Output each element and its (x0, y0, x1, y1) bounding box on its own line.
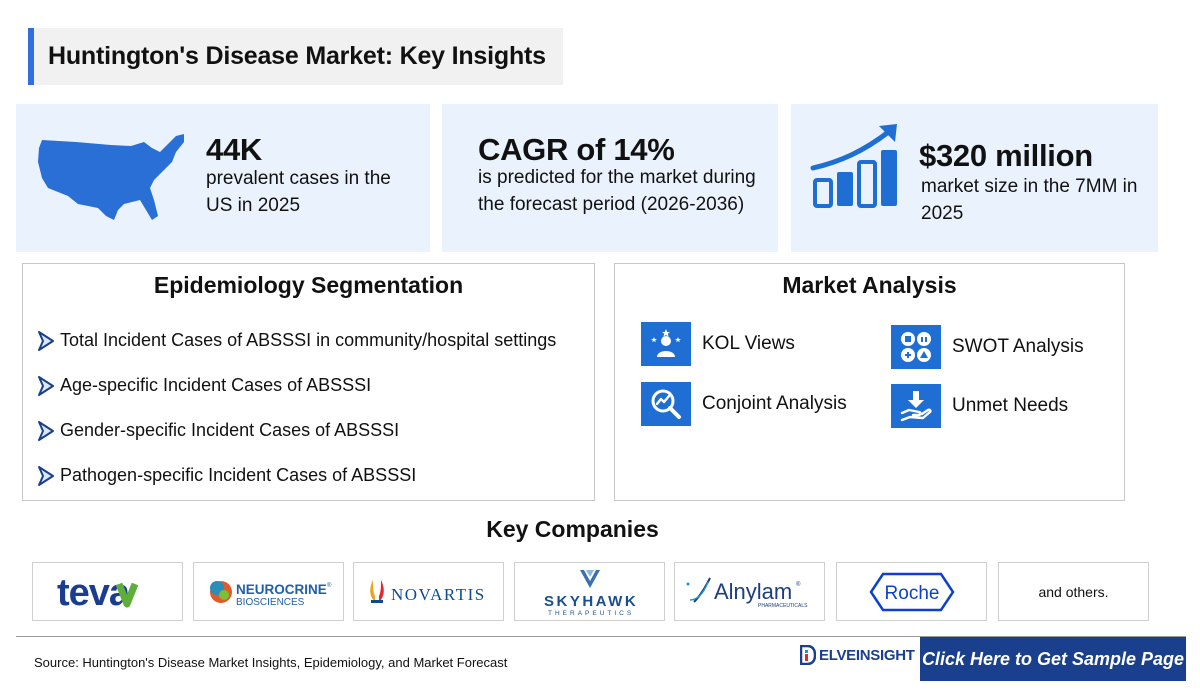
epidemiology-panel: Epidemiology Segmentation Total Incident… (22, 263, 595, 501)
stat-card-prevalent-cases: 44K prevalent cases in the US in 2025 (16, 104, 430, 252)
footer-divider (16, 636, 1186, 637)
chevron-right-icon (38, 465, 54, 486)
us-map-icon (38, 134, 184, 220)
market-analysis-swot: SWOT Analysis (891, 325, 1084, 369)
market-size-value: $320 million (919, 138, 1093, 173)
alnylam-logo: Alnylam ® PHARMACEUTICALS (686, 577, 808, 609)
company-logo-neurocrine: NEUROCRINE ® BIOSCIENCES (193, 562, 344, 621)
svg-text:THERAPEUTICS: THERAPEUTICS (548, 610, 634, 617)
list-item: Pathogen-specific Incident Cases of ABSS… (35, 453, 556, 498)
delveinsight-mark-icon (800, 645, 816, 665)
market-analysis-label: KOL Views (702, 333, 795, 354)
swot-icon (891, 325, 941, 369)
market-analysis-kol: KOL Views (641, 322, 795, 366)
market-analysis-label: Conjoint Analysis (702, 393, 847, 414)
prevalent-cases-description: prevalent cases in the US in 2025 (206, 168, 391, 216)
others-label: and others. (1038, 583, 1109, 600)
market-analysis-label: Unmet Needs (952, 395, 1069, 416)
chevron-right-icon (38, 375, 54, 396)
cagr-description: is predicted for the market during the f… (478, 167, 756, 215)
epidemiology-item-label: Gender-specific Incident Cases of ABSSSI (60, 420, 400, 440)
source-text: Source: Huntington's Disease Market Insi… (34, 655, 508, 670)
market-analysis-label: SWOT Analysis (952, 336, 1084, 357)
market-analysis-panel: Market Analysis KOL Views (614, 263, 1125, 501)
svg-text:Alnylam: Alnylam (714, 579, 792, 604)
delveinsight-wordmark: ELVEINSIGHT (819, 646, 915, 664)
stat-card-cagr: CAGR of 14% is predicted for the market … (442, 104, 778, 252)
get-sample-page-button[interactable]: Click Here to Get Sample Page (920, 637, 1186, 681)
key-companies-title: Key Companies (486, 516, 659, 542)
roche-logo: Roche (868, 572, 955, 611)
epidemiology-item-label: Total Incident Cases of ABSSSI in commun… (60, 330, 557, 350)
epidemiology-item-label: Pathogen-specific Incident Cases of ABSS… (60, 465, 417, 485)
svg-text:®: ® (796, 581, 801, 588)
growth-chart-icon (810, 124, 897, 208)
kol-icon (641, 322, 691, 366)
unmet-needs-icon (891, 384, 941, 428)
teva-logo: teva (57, 572, 138, 614)
epidemiology-title: Epidemiology Segmentation (153, 272, 464, 298)
epidemiology-list: Total Incident Cases of ABSSSI in commun… (35, 318, 556, 498)
novartis-logo: NOVARTIS (369, 579, 486, 604)
market-analysis-title: Market Analysis (782, 272, 957, 298)
company-logo-roche: Roche (836, 562, 987, 621)
svg-text:SKYHAWK: SKYHAWK (544, 593, 638, 610)
market-analysis-conjoint: Conjoint Analysis (641, 382, 847, 426)
chevron-right-icon (38, 420, 54, 441)
market-analysis-unmet-needs: Unmet Needs (891, 384, 1068, 428)
delveinsight-logo: ELVEINSIGHT (800, 645, 915, 665)
svg-text:NEUROCRINE: NEUROCRINE (236, 582, 327, 597)
prevalent-cases-value: 44K (206, 132, 262, 167)
company-logo-alnylam: Alnylam ® PHARMACEUTICALS (674, 562, 825, 621)
stat-card-market-size: $320 million market size in the 7MM in 2… (791, 104, 1158, 252)
company-others: and others. (998, 562, 1149, 621)
company-logo-novartis: NOVARTIS (353, 562, 504, 621)
cagr-value: CAGR of 14% (478, 132, 675, 167)
page-title: Huntington's Disease Market: Key Insight… (48, 42, 546, 70)
neurocrine-logo: NEUROCRINE ® BIOSCIENCES (209, 580, 332, 608)
list-item: Gender-specific Incident Cases of ABSSSI (35, 408, 556, 453)
epidemiology-item-label: Age-specific Incident Cases of ABSSSI (60, 375, 372, 395)
chevron-right-icon (38, 330, 54, 351)
svg-text:®: ® (327, 582, 332, 589)
title-banner: Huntington's Disease Market: Key Insight… (28, 28, 563, 85)
market-size-description: market size in the 7MM in 2025 (921, 176, 1138, 224)
company-logo-teva: teva (32, 562, 183, 621)
list-item: Age-specific Incident Cases of ABSSSI (35, 363, 556, 408)
list-item: Total Incident Cases of ABSSSI in commun… (35, 318, 556, 363)
svg-text:BIOSCIENCES: BIOSCIENCES (236, 597, 305, 608)
svg-text:Roche: Roche (884, 583, 939, 604)
conjoint-analysis-icon (641, 382, 691, 426)
svg-text:NOVARTIS: NOVARTIS (391, 585, 486, 604)
company-logo-skyhawk: SKYHAWK THERAPEUTICS (514, 562, 665, 621)
skyhawk-logo: SKYHAWK THERAPEUTICS (544, 569, 638, 617)
svg-text:PHARMACEUTICALS: PHARMACEUTICALS (758, 603, 808, 609)
